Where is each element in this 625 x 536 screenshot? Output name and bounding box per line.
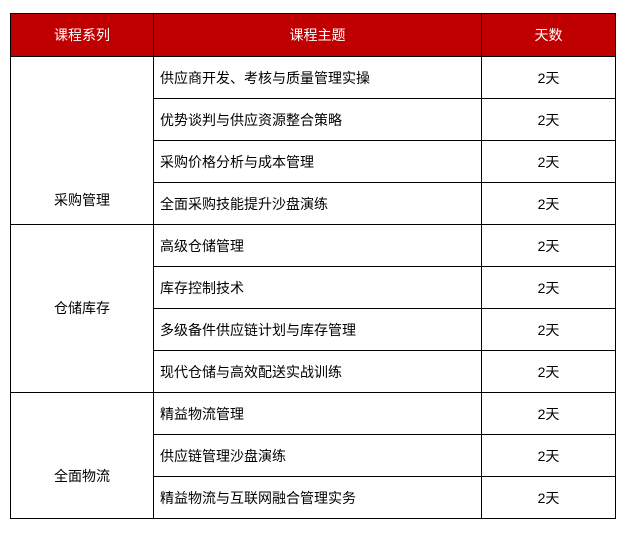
header-row: 课程系列 课程主题 天数 bbox=[10, 13, 616, 57]
table-row: 采购管理 供应商开发、考核与质量管理实操 2天 bbox=[10, 56, 616, 225]
table-row: 全面采购技能提升沙盘演练 2天 bbox=[11, 182, 616, 225]
header-days: 天数 bbox=[481, 13, 616, 57]
topic-cell: 供应链管理沙盘演练 bbox=[153, 434, 482, 477]
days-cell: 2天 bbox=[481, 392, 616, 435]
table-row: 供应链管理沙盘演练 2天 bbox=[11, 434, 616, 477]
header-series: 课程系列 bbox=[10, 13, 154, 57]
table-row: 采购价格分析与成本管理 2天 bbox=[11, 140, 616, 183]
series-cell: 仓储库存 bbox=[10, 224, 154, 393]
topic-cell: 现代仓储与高效配送实战训练 bbox=[153, 350, 482, 393]
days-cell: 2天 bbox=[481, 98, 616, 141]
days-cell: 2天 bbox=[481, 224, 616, 267]
days-cell: 2天 bbox=[481, 350, 616, 393]
table-row: 库存控制技术 2天 bbox=[11, 266, 616, 309]
topic-cell: 全面采购技能提升沙盘演练 bbox=[153, 182, 482, 225]
days-cell: 2天 bbox=[481, 266, 616, 309]
topic-cell: 多级备件供应链计划与库存管理 bbox=[153, 308, 482, 351]
series-cell: 全面物流 bbox=[10, 392, 154, 519]
days-cell: 2天 bbox=[481, 140, 616, 183]
days-cell: 2天 bbox=[481, 476, 616, 519]
days-cell: 2天 bbox=[481, 434, 616, 477]
topic-cell: 优势谈判与供应资源整合策略 bbox=[153, 98, 482, 141]
table-row: 精益物流与互联网融合管理实务 2天 bbox=[11, 476, 616, 519]
topic-cell: 供应商开发、考核与质量管理实操 bbox=[153, 56, 482, 99]
days-cell: 2天 bbox=[481, 182, 616, 225]
topic-cell: 采购价格分析与成本管理 bbox=[153, 140, 482, 183]
table-row: 多级备件供应链计划与库存管理 2天 bbox=[11, 308, 616, 351]
topic-cell: 精益物流与互联网融合管理实务 bbox=[153, 476, 482, 519]
topic-cell: 精益物流管理 bbox=[153, 392, 482, 435]
table-row: 现代仓储与高效配送实战训练 2天 bbox=[11, 350, 616, 393]
series-cell: 采购管理 bbox=[10, 56, 154, 225]
table-row: 仓储库存 高级仓储管理 2天 bbox=[10, 224, 616, 393]
topic-cell: 库存控制技术 bbox=[153, 266, 482, 309]
course-table: 课程系列 课程主题 天数 采购管理 供应商开发、考核与质量管理实操 2天 优势谈判与供… bbox=[10, 13, 616, 519]
table-row: 全面物流 精益物流管理 2天 bbox=[10, 392, 616, 519]
header-topic: 课程主题 bbox=[153, 13, 482, 57]
days-cell: 2天 bbox=[481, 308, 616, 351]
topic-cell: 高级仓储管理 bbox=[153, 224, 482, 267]
days-cell: 2天 bbox=[481, 56, 616, 99]
table-row: 优势谈判与供应资源整合策略 2天 bbox=[11, 98, 616, 141]
